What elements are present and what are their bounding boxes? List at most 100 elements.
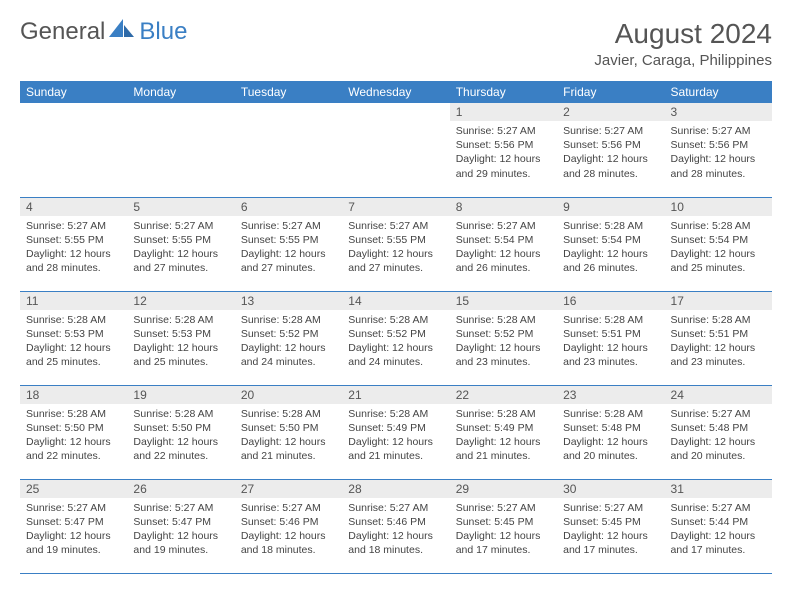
- calendar-cell: 8Sunrise: 5:27 AMSunset: 5:54 PMDaylight…: [450, 197, 557, 291]
- calendar-cell: 3Sunrise: 5:27 AMSunset: 5:56 PMDaylight…: [665, 103, 772, 197]
- day-number: 15: [450, 292, 557, 310]
- calendar-cell: 23Sunrise: 5:28 AMSunset: 5:48 PMDayligh…: [557, 385, 664, 479]
- day-number: 11: [20, 292, 127, 310]
- day-number: 25: [20, 480, 127, 498]
- calendar-table: SundayMondayTuesdayWednesdayThursdayFrid…: [20, 81, 772, 574]
- calendar-body: 1Sunrise: 5:27 AMSunset: 5:56 PMDaylight…: [20, 103, 772, 573]
- calendar-cell: 22Sunrise: 5:28 AMSunset: 5:49 PMDayligh…: [450, 385, 557, 479]
- calendar-cell: 18Sunrise: 5:28 AMSunset: 5:50 PMDayligh…: [20, 385, 127, 479]
- day-details: Sunrise: 5:27 AMSunset: 5:55 PMDaylight:…: [127, 216, 234, 279]
- day-number: 24: [665, 386, 772, 404]
- weekday-header: Friday: [557, 81, 664, 103]
- calendar-cell: 19Sunrise: 5:28 AMSunset: 5:50 PMDayligh…: [127, 385, 234, 479]
- month-title: August 2024: [594, 18, 772, 50]
- day-details: Sunrise: 5:28 AMSunset: 5:52 PMDaylight:…: [235, 310, 342, 373]
- day-details: Sunrise: 5:27 AMSunset: 5:56 PMDaylight:…: [450, 121, 557, 184]
- day-details: Sunrise: 5:28 AMSunset: 5:51 PMDaylight:…: [557, 310, 664, 373]
- day-details: Sunrise: 5:28 AMSunset: 5:48 PMDaylight:…: [557, 404, 664, 467]
- day-details: Sunrise: 5:27 AMSunset: 5:46 PMDaylight:…: [235, 498, 342, 561]
- day-details: Sunrise: 5:28 AMSunset: 5:50 PMDaylight:…: [127, 404, 234, 467]
- calendar-cell: [20, 103, 127, 197]
- weekday-row: SundayMondayTuesdayWednesdayThursdayFrid…: [20, 81, 772, 103]
- calendar-cell: 24Sunrise: 5:27 AMSunset: 5:48 PMDayligh…: [665, 385, 772, 479]
- weekday-header: Sunday: [20, 81, 127, 103]
- calendar-head: SundayMondayTuesdayWednesdayThursdayFrid…: [20, 81, 772, 103]
- logo: General Blue: [20, 18, 187, 46]
- calendar-cell: 28Sunrise: 5:27 AMSunset: 5:46 PMDayligh…: [342, 479, 449, 573]
- weekday-header: Thursday: [450, 81, 557, 103]
- calendar-cell: [127, 103, 234, 197]
- location-text: Javier, Caraga, Philippines: [594, 52, 772, 69]
- day-details: Sunrise: 5:27 AMSunset: 5:55 PMDaylight:…: [20, 216, 127, 279]
- weekday-header: Monday: [127, 81, 234, 103]
- day-number: 3: [665, 103, 772, 121]
- logo-text-blue: Blue: [139, 18, 187, 46]
- calendar-cell: 25Sunrise: 5:27 AMSunset: 5:47 PMDayligh…: [20, 479, 127, 573]
- day-details: Sunrise: 5:27 AMSunset: 5:56 PMDaylight:…: [665, 121, 772, 184]
- calendar-cell: 16Sunrise: 5:28 AMSunset: 5:51 PMDayligh…: [557, 291, 664, 385]
- day-number: 29: [450, 480, 557, 498]
- day-number: 20: [235, 386, 342, 404]
- day-details: Sunrise: 5:27 AMSunset: 5:45 PMDaylight:…: [450, 498, 557, 561]
- day-details: Sunrise: 5:28 AMSunset: 5:51 PMDaylight:…: [665, 310, 772, 373]
- day-details: Sunrise: 5:28 AMSunset: 5:53 PMDaylight:…: [20, 310, 127, 373]
- day-number: 5: [127, 198, 234, 216]
- day-number: 19: [127, 386, 234, 404]
- day-number: 22: [450, 386, 557, 404]
- logo-text-general: General: [20, 18, 105, 46]
- day-details: Sunrise: 5:28 AMSunset: 5:54 PMDaylight:…: [665, 216, 772, 279]
- calendar-cell: 12Sunrise: 5:28 AMSunset: 5:53 PMDayligh…: [127, 291, 234, 385]
- day-number: 27: [235, 480, 342, 498]
- day-details: Sunrise: 5:28 AMSunset: 5:49 PMDaylight:…: [342, 404, 449, 467]
- day-number: 18: [20, 386, 127, 404]
- day-number: 12: [127, 292, 234, 310]
- day-number: 14: [342, 292, 449, 310]
- calendar-cell: 7Sunrise: 5:27 AMSunset: 5:55 PMDaylight…: [342, 197, 449, 291]
- calendar-cell: 11Sunrise: 5:28 AMSunset: 5:53 PMDayligh…: [20, 291, 127, 385]
- calendar-cell: [235, 103, 342, 197]
- day-details: Sunrise: 5:27 AMSunset: 5:47 PMDaylight:…: [20, 498, 127, 561]
- calendar-week-row: 11Sunrise: 5:28 AMSunset: 5:53 PMDayligh…: [20, 291, 772, 385]
- weekday-header: Tuesday: [235, 81, 342, 103]
- weekday-header: Saturday: [665, 81, 772, 103]
- calendar-week-row: 25Sunrise: 5:27 AMSunset: 5:47 PMDayligh…: [20, 479, 772, 573]
- day-number: 21: [342, 386, 449, 404]
- day-number: 16: [557, 292, 664, 310]
- day-number: 23: [557, 386, 664, 404]
- day-number: 7: [342, 198, 449, 216]
- day-number: 17: [665, 292, 772, 310]
- calendar-cell: 17Sunrise: 5:28 AMSunset: 5:51 PMDayligh…: [665, 291, 772, 385]
- day-details: Sunrise: 5:28 AMSunset: 5:53 PMDaylight:…: [127, 310, 234, 373]
- calendar-cell: 2Sunrise: 5:27 AMSunset: 5:56 PMDaylight…: [557, 103, 664, 197]
- calendar-cell: 15Sunrise: 5:28 AMSunset: 5:52 PMDayligh…: [450, 291, 557, 385]
- day-details: Sunrise: 5:27 AMSunset: 5:55 PMDaylight:…: [342, 216, 449, 279]
- day-details: Sunrise: 5:28 AMSunset: 5:50 PMDaylight:…: [20, 404, 127, 467]
- day-details: Sunrise: 5:27 AMSunset: 5:44 PMDaylight:…: [665, 498, 772, 561]
- day-details: Sunrise: 5:27 AMSunset: 5:56 PMDaylight:…: [557, 121, 664, 184]
- day-number: 4: [20, 198, 127, 216]
- day-number: 2: [557, 103, 664, 121]
- calendar-cell: 1Sunrise: 5:27 AMSunset: 5:56 PMDaylight…: [450, 103, 557, 197]
- day-number: 26: [127, 480, 234, 498]
- calendar-cell: 21Sunrise: 5:28 AMSunset: 5:49 PMDayligh…: [342, 385, 449, 479]
- calendar-cell: 9Sunrise: 5:28 AMSunset: 5:54 PMDaylight…: [557, 197, 664, 291]
- calendar-week-row: 1Sunrise: 5:27 AMSunset: 5:56 PMDaylight…: [20, 103, 772, 197]
- day-details: Sunrise: 5:28 AMSunset: 5:54 PMDaylight:…: [557, 216, 664, 279]
- day-details: Sunrise: 5:27 AMSunset: 5:46 PMDaylight:…: [342, 498, 449, 561]
- day-number: 28: [342, 480, 449, 498]
- day-number: 8: [450, 198, 557, 216]
- day-details: Sunrise: 5:28 AMSunset: 5:50 PMDaylight:…: [235, 404, 342, 467]
- day-details: Sunrise: 5:27 AMSunset: 5:47 PMDaylight:…: [127, 498, 234, 561]
- day-number: 30: [557, 480, 664, 498]
- day-number: 9: [557, 198, 664, 216]
- day-details: Sunrise: 5:28 AMSunset: 5:52 PMDaylight:…: [450, 310, 557, 373]
- calendar-cell: 4Sunrise: 5:27 AMSunset: 5:55 PMDaylight…: [20, 197, 127, 291]
- calendar-cell: 20Sunrise: 5:28 AMSunset: 5:50 PMDayligh…: [235, 385, 342, 479]
- calendar-cell: 27Sunrise: 5:27 AMSunset: 5:46 PMDayligh…: [235, 479, 342, 573]
- calendar-cell: 31Sunrise: 5:27 AMSunset: 5:44 PMDayligh…: [665, 479, 772, 573]
- weekday-header: Wednesday: [342, 81, 449, 103]
- day-details: Sunrise: 5:28 AMSunset: 5:49 PMDaylight:…: [450, 404, 557, 467]
- title-block: August 2024 Javier, Caraga, Philippines: [594, 18, 772, 69]
- day-number: 13: [235, 292, 342, 310]
- calendar-cell: 5Sunrise: 5:27 AMSunset: 5:55 PMDaylight…: [127, 197, 234, 291]
